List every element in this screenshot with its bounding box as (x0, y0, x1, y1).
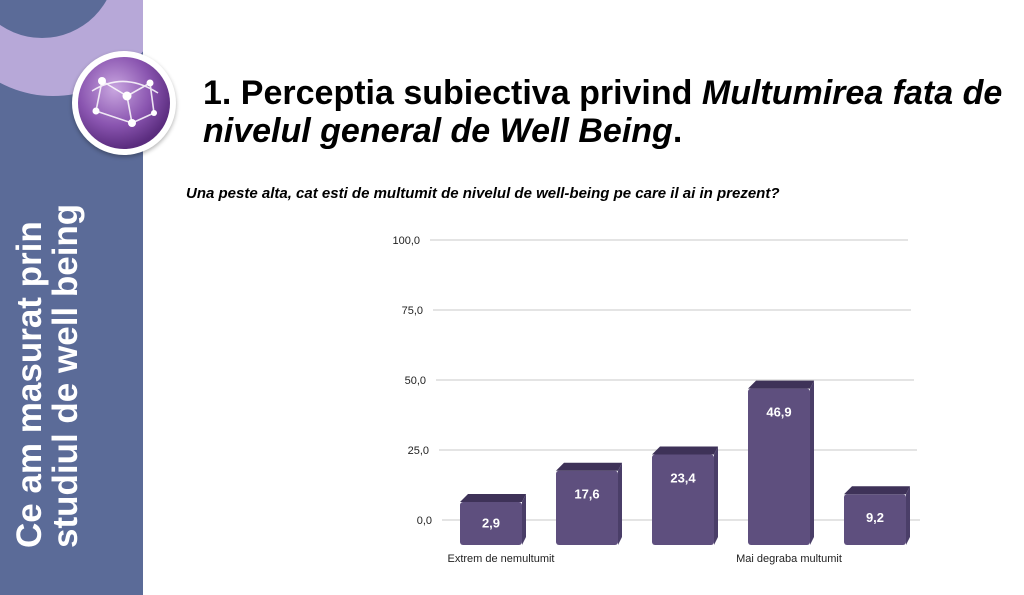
title-part1: 1. Perceptia subiectiva privind (203, 74, 702, 112)
page-title: 1. Perceptia subiectiva privind Multumir… (203, 74, 1003, 150)
x-category-label: Mai degraba multumit (736, 553, 842, 565)
y-tick-label: 0,0 (417, 515, 432, 527)
sidebar-title-line1: Ce am masurat prin (10, 221, 49, 548)
bar-side (714, 446, 718, 545)
y-tick-label: 25,0 (408, 445, 429, 457)
title-italic: Multumirea fata de nivelul general de We… (203, 74, 1003, 150)
data-label: 2,9 (482, 516, 500, 531)
sidebar-title: Ce am masurat prin studiul de well being (10, 203, 85, 548)
data-label: 23,4 (670, 470, 696, 485)
x-category-label: Extrem de nemultumit (448, 553, 555, 565)
sidebar-title-line2: studiul de well being (46, 203, 85, 548)
bar-side (906, 486, 910, 545)
bar (460, 502, 522, 545)
y-tick-label: 75,0 (402, 305, 423, 317)
bar-top (748, 380, 814, 389)
bar (556, 470, 618, 545)
survey-question: Una peste alta, cat esti de multumit de … (186, 185, 780, 202)
y-tick-label: 50,0 (405, 375, 426, 387)
data-label: 46,9 (766, 405, 791, 420)
bar-top (460, 494, 526, 502)
bar-chart: 0,0 25,0 50,0 75,0 100,0 2,9 Extrem de nemultu… (392, 235, 920, 565)
data-label: 9,2 (866, 510, 884, 525)
network-globe-icon (72, 51, 176, 155)
bar (748, 388, 810, 545)
bar-top (844, 486, 910, 495)
bar-side (618, 462, 622, 545)
bar-side (810, 380, 814, 545)
title-part3: . (672, 112, 683, 150)
y-tick-label: 100,0 (392, 235, 420, 247)
bar-side (522, 494, 526, 545)
bar (652, 454, 714, 545)
bar-top (556, 462, 622, 471)
bar (844, 494, 906, 545)
bar-top (652, 446, 718, 455)
data-label: 17,6 (574, 487, 599, 502)
